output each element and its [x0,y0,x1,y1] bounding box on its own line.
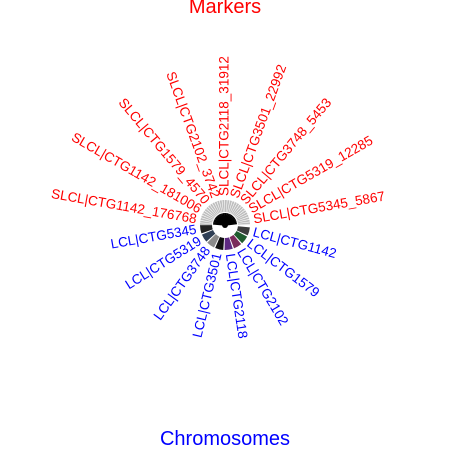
chromosome-segment [201,229,216,242]
marker-track-tick [230,202,237,214]
marker-track-tick [234,208,245,218]
link-spokes [212,212,237,228]
marker-track-tick [237,222,250,225]
marker-label: SLCL|CTG2118_31912 [217,56,232,196]
marker-track-tick [232,204,242,216]
link-spoke [226,222,237,226]
center-hub [222,222,228,228]
marker-track-tick [208,205,218,216]
marker-track-tick [222,200,225,213]
chromosome-segment [233,231,248,244]
marker-track-tick [233,206,244,217]
marker-track-tick [201,215,213,222]
marker-track-tick [227,200,232,213]
markers-title: Markers [189,0,261,18]
marker-track-tick [236,214,249,221]
chromosome-segment [200,225,213,234]
marker-track-tick [202,213,214,220]
marker-track-tick [226,200,230,213]
marker-track-tick [214,201,221,214]
chromosome-segment [207,234,220,248]
marker-track-tick [237,217,250,222]
marker-track-tick [203,210,215,219]
marker-track-tick [204,208,216,218]
marker-track-tick [206,206,217,217]
marker-track-tick [235,210,247,219]
marker-track-tick [212,202,220,214]
marker-track-tick [200,223,213,226]
marker-track-tick [224,200,227,213]
chromosomes-title: Chromosomes [160,428,290,450]
marker-track-tick [237,219,250,224]
marker-ticks [200,200,250,226]
marker-track-tick [217,200,222,213]
marker-track-tick [200,218,213,223]
marker-track-tick [228,201,235,213]
marker-track-tick [219,200,224,213]
marker-track-tick [231,203,240,215]
chromosome-segment [215,236,225,250]
chromosome-segment [236,226,250,236]
marker-labels: SLCL|CTG1142_176768SLCL|CTG1142_181006SL… [50,56,386,226]
chromosome-segment [229,234,242,249]
marker-track-tick [200,220,213,224]
chromosome-tracks [200,225,250,250]
marker-track-tick [236,212,248,220]
chromosome-segment [224,237,233,250]
marker-track-tick [210,203,219,215]
